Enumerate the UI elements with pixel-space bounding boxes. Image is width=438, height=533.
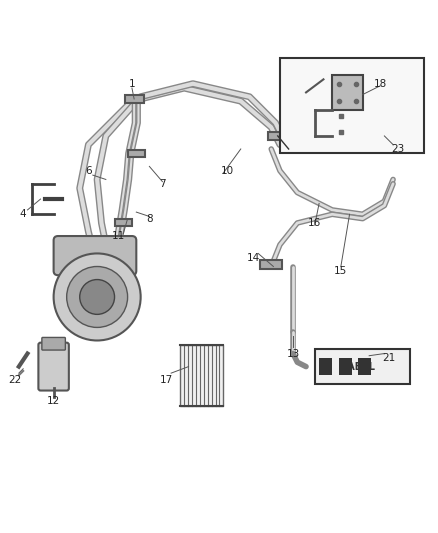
Bar: [260, 260, 282, 269]
Text: 22: 22: [8, 375, 21, 385]
FancyBboxPatch shape: [39, 343, 69, 391]
Text: 13: 13: [286, 349, 300, 359]
Text: 16: 16: [308, 218, 321, 228]
Bar: [268, 132, 287, 140]
Bar: [124, 95, 144, 103]
Text: 21: 21: [382, 353, 396, 363]
Circle shape: [80, 279, 115, 314]
Text: 23: 23: [391, 144, 404, 154]
Text: 8: 8: [146, 214, 153, 224]
Text: 7: 7: [159, 179, 166, 189]
Text: 17: 17: [160, 375, 173, 385]
Text: 18: 18: [374, 79, 387, 88]
Text: 6: 6: [85, 166, 92, 176]
Text: 4: 4: [20, 209, 26, 219]
Bar: [339, 358, 352, 375]
Text: 11: 11: [112, 231, 126, 241]
Text: 15: 15: [334, 266, 347, 276]
Bar: [127, 150, 145, 157]
Bar: [280, 58, 424, 154]
FancyBboxPatch shape: [53, 236, 136, 275]
Text: LABEL: LABEL: [341, 361, 375, 372]
Text: 1: 1: [129, 79, 135, 88]
Circle shape: [53, 254, 141, 341]
Bar: [315, 349, 410, 384]
Bar: [358, 358, 371, 375]
Bar: [180, 345, 223, 406]
Bar: [332, 75, 363, 110]
Bar: [319, 358, 332, 375]
Text: 12: 12: [47, 397, 60, 407]
Text: 14: 14: [247, 253, 261, 263]
FancyBboxPatch shape: [42, 337, 65, 350]
Circle shape: [67, 266, 127, 327]
Bar: [115, 220, 132, 227]
Text: 10: 10: [221, 166, 234, 176]
